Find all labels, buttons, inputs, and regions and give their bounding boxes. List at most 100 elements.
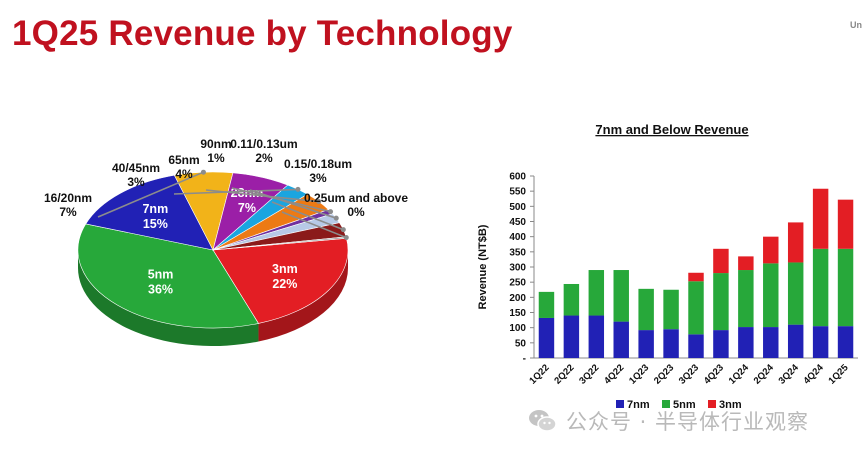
pie-leader-0-11-0-13um: [249, 189, 337, 219]
bar-y-tick-label: 350: [509, 247, 526, 258]
bar-5nm-3Q24: [787, 262, 804, 325]
bar-3nm-2Q24: [763, 236, 779, 264]
pie-leader-40-45nm: [173, 188, 299, 195]
bar-7nm-1Q22: [538, 317, 555, 358]
bar-7nm-4Q24: [812, 326, 829, 358]
bar-5nm-1Q22: [538, 291, 555, 318]
bar-x-tick-label: 1Q25: [826, 362, 851, 387]
pie-label-5nm: 5nm: [148, 267, 174, 281]
pie-label-0-15-0-18um: 0.15/0.18um: [284, 157, 352, 171]
pie-value-40-45nm: 3%: [127, 175, 145, 189]
bar-5nm-1Q24: [738, 270, 754, 328]
pie-value-65nm: 4%: [175, 167, 193, 181]
bar-5nm-2Q22: [563, 283, 580, 316]
bar-y-axis-label: Revenue (NT$B): [477, 224, 489, 309]
bar-x-tick-label: 4Q24: [802, 362, 827, 387]
bar-x-tick-label: 1Q23: [627, 362, 651, 386]
bar-3nm-4Q24: [812, 188, 829, 249]
pie-wall-3nm: [258, 250, 348, 342]
pie-leader-16-20nm: [97, 171, 204, 218]
bar-y-tick-label: 550: [509, 187, 526, 198]
bar-y-tick-label: 450: [509, 217, 526, 228]
bar-5nm-2Q24: [763, 263, 779, 328]
bar-5nm-3Q22: [588, 270, 605, 316]
watermark: 公众号 · 半导体行业观察: [528, 404, 809, 438]
bar-x-tick-label: 2Q23: [652, 362, 676, 386]
legend-label-3nm: 3nm: [719, 399, 742, 411]
pie-leader-dot-90nm: [328, 209, 334, 215]
bar-7nm-4Q23: [713, 330, 729, 358]
bar-7nm-3Q23: [688, 334, 704, 358]
watermark-text: 公众号 · 半导体行业观察: [566, 410, 810, 434]
pie-leader-dot-0-25um-and-above: [343, 235, 349, 241]
pie-value-0-25um-and-above: 0%: [347, 205, 365, 219]
pie-leader-dot-0-15-0-18um: [340, 227, 346, 233]
bar-3nm-3Q23: [688, 272, 704, 282]
bar-3nm-3Q24: [787, 222, 804, 263]
pie-label-90nm: 90nm: [200, 137, 231, 151]
pie-value-16-20nm: 7%: [59, 205, 77, 219]
pie-value-5nm: 36%: [148, 282, 173, 296]
bar-y-tick-label: 500: [509, 202, 526, 213]
wechat-icon: [529, 410, 557, 432]
pie-slice-3nm: [212, 237, 349, 324]
bar-5nm-2Q23: [663, 289, 679, 330]
bar-y-tick-label: -: [523, 354, 526, 365]
pie-value-0-15-0-18um: 3%: [309, 171, 327, 185]
bar-x-tick-label: 3Q22: [577, 362, 601, 386]
bar-y-tick-label: 300: [509, 263, 526, 274]
pie-leader-0-15-0-18um: [271, 201, 344, 231]
bar-7nm-1Q23: [638, 330, 654, 358]
bar-5nm-4Q23: [713, 273, 729, 331]
bar-y-tick-label: 150: [509, 308, 526, 319]
pie-depth-walls: [78, 250, 348, 346]
bar-x-tick-label: 3Q23: [677, 362, 701, 386]
bar-7nm-1Q25: [837, 326, 854, 358]
bar-5nm-1Q23: [638, 288, 654, 331]
technology-pie-chart: 3nm22%5nm36%7nm15%16/20nm7%28nm7%40/45nm…: [44, 137, 408, 346]
pie-wall-5nm: [78, 250, 259, 346]
pie-leader-dot-65nm: [316, 199, 322, 205]
bar-3nm-1Q24: [738, 256, 754, 271]
bar-5nm-4Q24: [812, 248, 829, 327]
pie-label-0-25um-and-above: 0.25um and above: [304, 191, 408, 205]
bar-y-tick-label: 400: [509, 232, 526, 243]
bar-7nm-1Q24: [738, 327, 754, 358]
bar-5nm-1Q25: [837, 248, 854, 327]
pie-value-7nm: 15%: [143, 217, 168, 231]
pie-leader-dot-40-45nm: [295, 186, 301, 192]
bar-5nm-4Q22: [613, 270, 629, 322]
legend-label-5nm: 5nm: [673, 399, 696, 411]
pie-label-7nm: 7nm: [142, 202, 168, 216]
bar-y-tick-label: 100: [509, 323, 526, 334]
bar-y-tick-label: 250: [509, 278, 526, 289]
bar-7nm-2Q24: [763, 327, 779, 358]
pie-leader-dot-0-11-0-13um: [333, 215, 339, 221]
bar-x-tick-label: 1Q24: [727, 362, 752, 387]
bar-7nm-3Q22: [588, 315, 605, 358]
revenue-bar-chart: 7nm and Below Revenue Revenue (NT$B) - 50 10…: [477, 122, 858, 411]
bar-y-tick-label: 200: [509, 293, 526, 304]
bar-5nm-3Q23: [688, 281, 704, 335]
bar-3nm-1Q25: [837, 199, 854, 249]
pie-value-0-11-0-13um: 2%: [255, 151, 273, 165]
bar-7nm-2Q23: [663, 329, 679, 358]
bar-chart-title: 7nm and Below Revenue: [595, 122, 748, 137]
pie-leader-dot-16-20nm: [200, 169, 206, 175]
pie-label-65nm: 65nm: [168, 153, 199, 167]
legend-swatch-5nm: [662, 400, 670, 408]
pie-leader-0-25um-and-above: [281, 211, 347, 239]
pie-value-28nm: 7%: [238, 201, 256, 215]
pie-slice-5nm: [77, 223, 259, 329]
bar-x-tick-label: 3Q24: [777, 362, 802, 387]
bar-7nm-3Q24: [787, 324, 804, 358]
bar-x-tick-label: 1Q22: [527, 362, 551, 386]
corner-label: Un: [850, 20, 862, 30]
bar-x-tick-label: 4Q23: [702, 362, 726, 386]
bar-x-tick-label: 2Q24: [752, 362, 777, 387]
legend-label-7nm: 7nm: [627, 399, 650, 411]
bar-y-tick-label: 50: [515, 338, 527, 349]
bar-3nm-4Q23: [713, 248, 729, 274]
pie-label-0-11-0-13um: 0.11/0.13um: [230, 137, 297, 151]
bar-7nm-4Q22: [613, 321, 629, 358]
